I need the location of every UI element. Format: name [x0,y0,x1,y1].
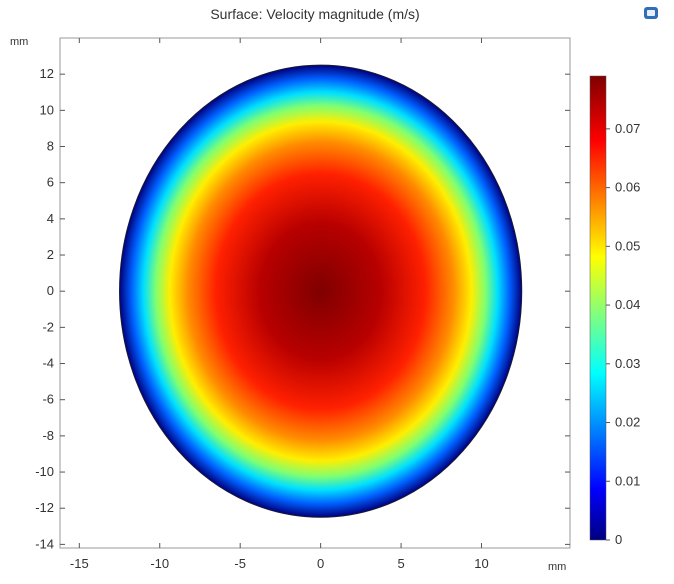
colorbar-tick-label: 0.07 [615,121,640,136]
y-tick-label: -4 [42,356,54,371]
colorbar-tick-label: 0.02 [615,415,640,430]
colorbar-axis: 0.07 0.06 0.05 0.04 0.03 0.02 0.01 0 [606,121,640,547]
y-tick-label: -2 [42,319,54,334]
x-tick-label: 5 [397,556,404,571]
x-axis-unit: mm [548,561,566,573]
y-tick-label: -12 [35,500,54,515]
colorbar-tick-label: 0.04 [615,297,640,312]
y-axis-unit: mm [10,36,28,48]
y-tick-label: 12 [40,66,54,81]
velocity-field-domain [119,64,523,518]
x-tick-label: -15 [70,556,89,571]
x-axis: -15 -10 -5 0 5 10 [70,38,489,571]
colorbar-tick-label: 0.01 [615,473,640,488]
y-tick-label: 6 [47,175,54,190]
y-axis: 12 10 8 6 4 2 0 -2 -4 -6 -8 -10 -12 -14 [35,66,570,551]
y-tick-label: 2 [47,247,54,262]
y-tick-label: -8 [42,428,54,443]
colorbar-tick-label: 0 [615,532,622,547]
y-tick-label: -14 [35,536,54,551]
y-tick-label: -10 [35,464,54,479]
y-tick-label: 4 [47,211,54,226]
chart-title: Surface: Velocity magnitude (m/s) [210,6,420,22]
colorbar [589,75,607,541]
y-tick-label: -6 [42,392,54,407]
x-tick-label: -5 [234,556,246,571]
view-icon[interactable] [643,6,659,20]
y-tick-label: 10 [40,102,54,117]
plot-frame [59,37,571,549]
colorbar-tick-label: 0.03 [615,356,640,371]
y-tick-label: 0 [47,283,54,298]
colorbar-tick-label: 0.05 [615,238,640,253]
x-tick-label: 10 [474,556,488,571]
y-tick-label: 8 [47,139,54,154]
x-tick-label: 0 [317,556,324,571]
x-tick-label: -10 [150,556,169,571]
colorbar-tick-label: 0.06 [615,180,640,195]
